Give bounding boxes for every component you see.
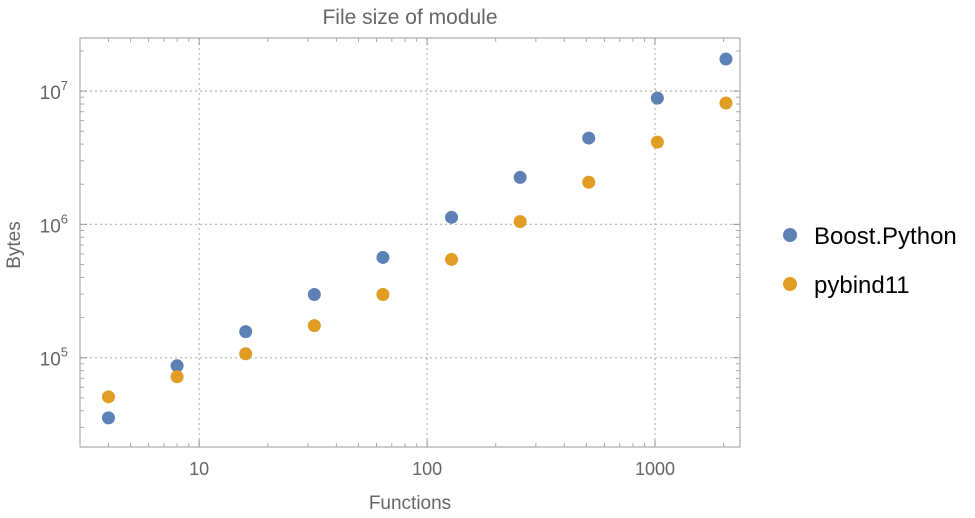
data-point-pybind11 — [582, 175, 596, 189]
data-point-pybind11 — [650, 135, 664, 149]
legend: Boost.Python pybind11 — [783, 223, 957, 299]
x-tick-label: 10 — [189, 459, 209, 479]
data-point-boost-python — [650, 91, 664, 105]
y-tick-label: 107 — [40, 78, 68, 104]
data-point-boost-python — [513, 170, 527, 184]
data-point-boost-python — [582, 131, 596, 145]
data-point-boost-python — [170, 359, 184, 373]
x-tick-label: 1000 — [635, 459, 675, 479]
data-point-pybind11 — [239, 347, 253, 361]
axis-ticks: 10 100 1000 105 106 107 — [40, 38, 740, 479]
chart-title: File size of module — [322, 6, 497, 29]
x-tick-label: 100 — [412, 459, 442, 479]
plot-frame — [79, 37, 741, 448]
data-point-boost-python — [719, 52, 733, 66]
legend-marker — [783, 277, 797, 291]
data-point-boost-python — [101, 411, 115, 425]
data-point-pybind11 — [170, 370, 184, 384]
data-point-pybind11 — [101, 390, 115, 404]
y-tick-label: 105 — [40, 345, 68, 371]
legend-label: pybind11 — [814, 272, 910, 299]
data-point-pybind11 — [719, 96, 733, 110]
data-point-boost-python — [307, 287, 321, 301]
data-point-pybind11 — [445, 252, 459, 266]
data-point-boost-python — [376, 250, 390, 264]
grid — [80, 38, 740, 447]
data-point-pybind11 — [513, 215, 527, 229]
y-tick-label: 106 — [40, 211, 68, 237]
legend-marker — [783, 228, 797, 242]
legend-label: Boost.Python — [814, 223, 957, 250]
data-point-boost-python — [239, 325, 253, 339]
x-axis-label: Functions — [369, 493, 451, 513]
data-point-pybind11 — [376, 287, 390, 301]
data-point-boost-python — [445, 210, 459, 224]
data-point-pybind11 — [307, 319, 321, 333]
data-points — [101, 52, 733, 425]
y-axis-label: Bytes — [4, 221, 25, 269]
